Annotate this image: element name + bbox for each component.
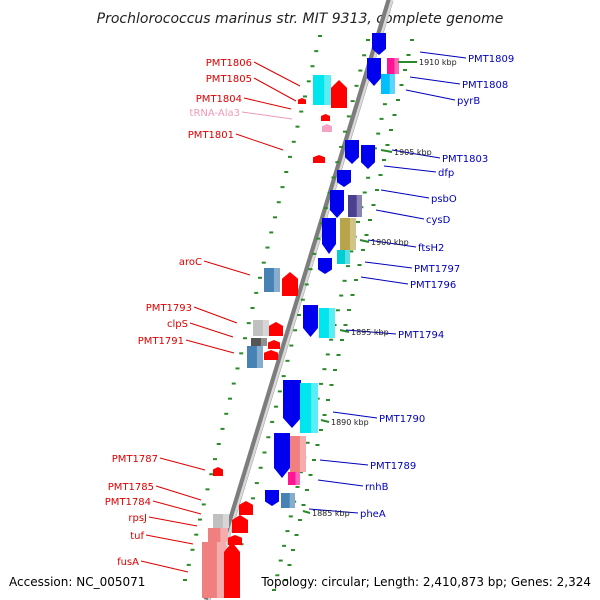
left-gene-label[interactable]: rpsJ: [128, 513, 147, 524]
right-gene-label[interactable]: PMT1797: [414, 264, 460, 275]
gene-rnhb[interactable]: [288, 472, 300, 485]
gene-fusa[interactable]: [224, 542, 240, 598]
right-gene-label[interactable]: PMT1796: [410, 280, 456, 291]
gene-callouts: PMT1806 PMT1805 PMT1804 tRNA-Ala3 PMT1801 aro…: [105, 51, 514, 573]
right-gene-label[interactable]: PMT1790: [379, 414, 425, 425]
left-gene-label[interactable]: PMT1785: [108, 482, 154, 493]
right-gene-label[interactable]: rnhB: [365, 482, 389, 493]
genome-title: Prochlorococcus marinus str. MIT 9313, c…: [97, 11, 504, 27]
kbp-tick-label: 1890 kbp: [331, 418, 369, 427]
gene-pmt1784[interactable]: [213, 514, 229, 528]
gene-pmt1789[interactable]: [274, 433, 290, 478]
left-gene-label[interactable]: PMT1787: [112, 454, 158, 465]
gene-tuf[interactable]: [228, 535, 242, 545]
gene-pmt1809[interactable]: [372, 33, 386, 55]
right-gene-label[interactable]: PMT1794: [398, 330, 444, 341]
gene-ftsh2[interactable]: [340, 218, 356, 250]
gene-tuf-box[interactable]: [208, 528, 228, 542]
right-gene-label[interactable]: pheA: [360, 509, 386, 520]
gene-cysd-arrow[interactable]: [330, 190, 344, 218]
gene-trna-ala3-a[interactable]: [321, 114, 330, 121]
gene-pyrb-part[interactable]: [381, 74, 395, 94]
gene-pmt1791-arrow[interactable]: [264, 350, 278, 360]
kbp-tick-label: 1895 kbp: [351, 328, 389, 337]
right-gene-label[interactable]: PMT1809: [468, 54, 514, 65]
left-gene-label[interactable]: fusA: [117, 557, 139, 568]
gene-ftsh2-arrow[interactable]: [322, 218, 336, 254]
left-gene-label[interactable]: PMT1805: [206, 74, 252, 85]
right-gene-label[interactable]: PMT1789: [370, 461, 416, 472]
left-gene-label[interactable]: PMT1793: [146, 303, 192, 314]
left-gene-label[interactable]: PMT1801: [188, 130, 234, 141]
left-gene-label[interactable]: PMT1806: [206, 58, 252, 69]
gene-dfp[interactable]: [361, 145, 375, 169]
gene-fusa-box[interactable]: [202, 542, 226, 598]
right-gene-label[interactable]: pyrB: [457, 96, 480, 107]
gene-pmt1793[interactable]: [253, 320, 269, 336]
left-gene-label[interactable]: clpS: [167, 319, 188, 330]
summary-text: Topology: circular; Length: 2,410,873 bp…: [260, 575, 591, 589]
gene-pmt1789-box[interactable]: [290, 436, 306, 472]
kbp-tick-label: 1910 kbp: [419, 58, 457, 67]
right-gene-label[interactable]: PMT1808: [462, 80, 508, 91]
gene-pmt1806[interactable]: [313, 75, 331, 105]
gene-aroc[interactable]: [264, 268, 280, 292]
gene-pmt1785[interactable]: [239, 501, 253, 515]
gene-clps-arrow[interactable]: [268, 340, 280, 349]
right-gene-label[interactable]: ftsH2: [418, 243, 444, 254]
gene-pmt1790[interactable]: [283, 380, 301, 428]
kbp-tick-label: 1900 kbp: [371, 238, 409, 247]
gene-pmt1791[interactable]: [247, 346, 263, 368]
genome-backbone: [203, 0, 394, 600]
left-gene-label[interactable]: tuf: [130, 531, 144, 542]
tick-tracks: [183, 35, 414, 591]
gene-aroc-arrow[interactable]: [282, 272, 298, 296]
right-gene-label[interactable]: cysD: [426, 215, 451, 226]
right-gene-label[interactable]: psbO: [431, 194, 457, 205]
gene-trna-ala3[interactable]: [322, 124, 332, 132]
kbp-tick-label: 1885 kbp: [312, 509, 350, 518]
kbp-scale: 1910 kbp 1905 kbp 1900 kbp 1895 kbp 1890 kbp…: [302, 58, 457, 518]
gene-pmt1808[interactable]: [387, 58, 399, 74]
right-gene-label[interactable]: dfp: [438, 168, 454, 179]
gene-pmt1790-box[interactable]: [300, 383, 318, 433]
gene-pmt1793-arrow[interactable]: [269, 322, 283, 336]
gene-pmt1794[interactable]: [303, 305, 318, 337]
gene-pmt1801[interactable]: [313, 155, 325, 163]
gene-clps[interactable]: [251, 338, 267, 346]
gene-rpsj[interactable]: [232, 515, 248, 533]
gene-phea-box[interactable]: [281, 493, 295, 508]
gene-cysd[interactable]: [348, 195, 362, 217]
kbp-tick-label: 1905 kbp: [394, 148, 432, 157]
gene-pmt1805[interactable]: [331, 80, 347, 108]
gene-pmt1804[interactable]: [298, 98, 306, 104]
gene-psbo[interactable]: [337, 170, 351, 187]
gene-pmt1803[interactable]: [345, 140, 359, 164]
left-gene-label[interactable]: PMT1791: [138, 336, 184, 347]
left-gene-label[interactable]: aroC: [179, 257, 202, 268]
gene-pmt1797[interactable]: [337, 250, 350, 264]
left-gene-label[interactable]: PMT1784: [105, 497, 151, 508]
gene-features: [202, 33, 399, 598]
gene-pmt1794-box[interactable]: [319, 308, 335, 338]
right-gene-label[interactable]: PMT1803: [442, 154, 488, 165]
left-gene-label[interactable]: tRNA-Ala3: [190, 108, 240, 119]
gene-phea[interactable]: [265, 490, 279, 506]
gene-pyrb[interactable]: [367, 58, 381, 86]
gene-pmt1796[interactable]: [318, 258, 332, 274]
accession-text: Accession: NC_005071: [9, 575, 145, 589]
gene-pmt1787[interactable]: [213, 467, 223, 476]
left-gene-label[interactable]: PMT1804: [196, 94, 242, 105]
